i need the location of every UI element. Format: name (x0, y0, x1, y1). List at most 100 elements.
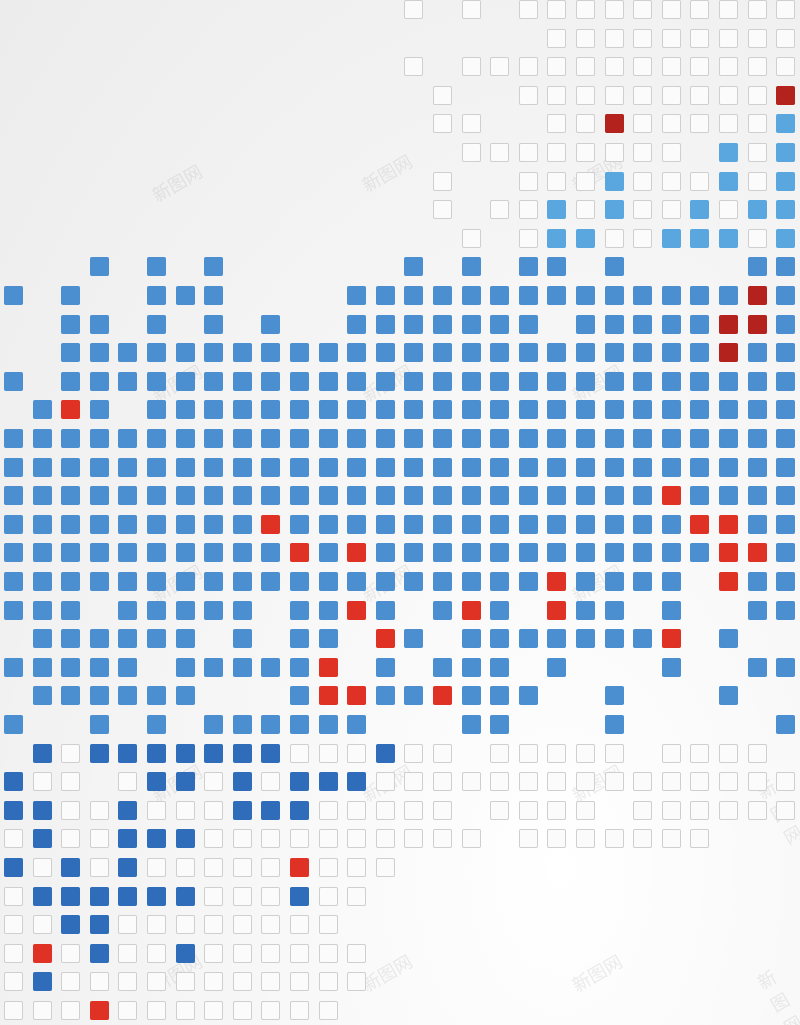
dark-red-square (776, 85, 796, 105)
blue-square (61, 457, 81, 477)
outline-square (232, 829, 252, 849)
blue-square (204, 343, 224, 363)
dark-blue-square (375, 743, 395, 763)
blue-square (518, 371, 538, 391)
blue-square (175, 457, 195, 477)
blue-square (375, 371, 395, 391)
outline-square (61, 743, 81, 763)
blue-square (118, 600, 138, 620)
outline-square (719, 772, 738, 792)
blue-square (118, 514, 138, 534)
outline-square (147, 943, 166, 963)
blue-square (719, 371, 738, 391)
blue-square (433, 429, 452, 448)
dark-blue-square (175, 743, 195, 763)
blue-square (118, 572, 138, 591)
dark-blue-square (290, 800, 309, 820)
blue-square (490, 715, 510, 734)
outline-square (347, 972, 367, 992)
blue-square (4, 371, 23, 391)
outline-square (576, 0, 595, 19)
blue-square (576, 286, 595, 305)
blue-square (204, 371, 224, 391)
blue-square (89, 572, 109, 591)
blue-square (32, 514, 52, 534)
outline-square (375, 800, 395, 820)
blue-square (261, 457, 281, 477)
outline-square (690, 57, 710, 77)
blue-square (461, 657, 481, 677)
blue-square (776, 257, 796, 277)
outline-square (433, 772, 452, 792)
blue-square (661, 429, 681, 448)
blue-square (518, 543, 538, 563)
outline-square (633, 57, 653, 77)
blue-square (118, 343, 138, 363)
outline-square (318, 886, 338, 906)
red-square (347, 600, 367, 620)
outline-square (576, 28, 595, 48)
blue-square (490, 457, 510, 477)
dark-blue-square (32, 886, 52, 906)
dark-red-square (719, 343, 738, 363)
outline-square (4, 886, 23, 906)
blue-square (375, 543, 395, 563)
blue-square (204, 486, 224, 506)
red-square (290, 543, 309, 563)
blue-square (404, 400, 424, 420)
outline-square (604, 85, 624, 105)
dark-blue-square (89, 915, 109, 935)
blue-square (690, 400, 710, 420)
blue-square (547, 486, 567, 506)
outline-square (604, 829, 624, 849)
blue-square (633, 457, 653, 477)
blue-square (633, 543, 653, 563)
outline-square (604, 0, 624, 19)
dark-blue-square (261, 743, 281, 763)
blue-square (747, 343, 767, 363)
outline-square (4, 972, 23, 992)
outline-square (118, 972, 138, 992)
outline-square (290, 915, 309, 935)
blue-square (518, 686, 538, 706)
outline-square (633, 114, 653, 134)
dark-blue-square (118, 800, 138, 820)
blue-square (32, 657, 52, 677)
red-square (318, 657, 338, 677)
outline-square (690, 171, 710, 191)
outline-square (719, 0, 738, 19)
outline-square (690, 772, 710, 792)
outline-square (204, 858, 224, 877)
blue-square (719, 686, 738, 706)
blue-square (290, 514, 309, 534)
outline-square (318, 1001, 338, 1020)
blue-square (404, 543, 424, 563)
blue-square (89, 314, 109, 334)
dark-blue-square (118, 829, 138, 849)
dark-blue-square (204, 743, 224, 763)
blue-square (61, 343, 81, 363)
blue-square (404, 486, 424, 506)
blue-square (147, 400, 166, 420)
blue-square (89, 543, 109, 563)
dark-blue-square (318, 772, 338, 792)
blue-square (118, 543, 138, 563)
blue-square (461, 572, 481, 591)
outline-square (204, 972, 224, 992)
outline-square (518, 200, 538, 220)
outline-square (661, 200, 681, 220)
blue-square (375, 429, 395, 448)
outline-square (347, 800, 367, 820)
blue-square (375, 600, 395, 620)
outline-square (261, 915, 281, 935)
blue-square (4, 286, 23, 305)
dark-blue-square (147, 772, 166, 792)
outline-square (518, 772, 538, 792)
blue-square (490, 514, 510, 534)
outline-square (318, 829, 338, 849)
blue-square (518, 572, 538, 591)
blue-square (547, 657, 567, 677)
outline-square (604, 743, 624, 763)
light-blue-square (776, 143, 796, 162)
blue-square (633, 572, 653, 591)
